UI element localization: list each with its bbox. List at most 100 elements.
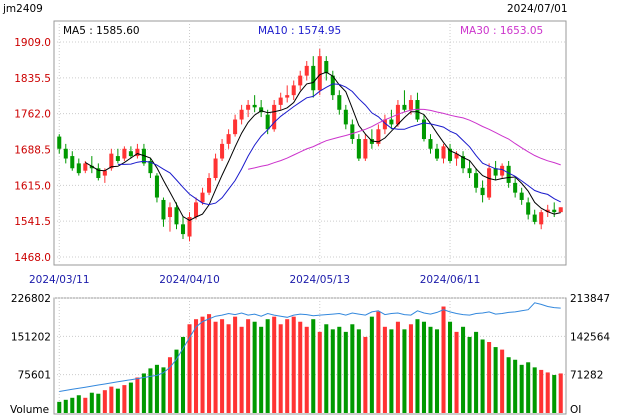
candle-up	[382, 119, 387, 130]
candle-down	[180, 224, 186, 235]
candle-up	[167, 207, 172, 218]
volume-bar-up	[200, 316, 205, 413]
volume-bar-down	[89, 392, 94, 413]
volume-bar-up	[226, 324, 231, 413]
volume-bar-up	[220, 319, 225, 413]
volume-bar-down	[343, 331, 348, 413]
ma30-label: MA30 : 1653.05	[460, 25, 543, 37]
candle-up	[213, 158, 218, 179]
volume-bar-down	[389, 329, 394, 413]
candle-down	[57, 136, 62, 149]
volume-bar-down	[421, 321, 426, 413]
volume-bar-down	[428, 326, 433, 413]
volume-bar-down	[128, 382, 133, 413]
price-tick-label: 1468.0	[14, 252, 51, 264]
volume-bar-down	[57, 401, 62, 413]
volume-bar-up	[272, 316, 277, 413]
date-tick-label: 2024/06/11	[420, 274, 481, 286]
candle-down	[519, 192, 524, 200]
candle-up	[454, 153, 459, 159]
candle-up	[83, 163, 88, 171]
candle-down	[337, 95, 342, 110]
candle-down	[389, 119, 394, 125]
volume-bar-down	[63, 399, 68, 413]
candle-up	[545, 209, 550, 213]
ma5-line	[85, 71, 561, 221]
price-tick-label: 1688.5	[14, 145, 51, 157]
volume-bar-up	[298, 321, 303, 413]
candle-down	[96, 168, 101, 179]
candle-up	[200, 192, 205, 203]
volume-bar-down	[448, 321, 453, 413]
volume-bars	[57, 306, 563, 413]
volume-bar-up	[395, 321, 400, 413]
price-gridlines	[54, 21, 566, 265]
volume-bar-up	[454, 331, 459, 413]
volume-bar-up	[109, 386, 114, 413]
volume-bar-down	[513, 359, 518, 413]
candle-up	[135, 148, 140, 157]
candle-up	[187, 217, 192, 237]
ma30-line	[248, 108, 561, 170]
volume-bar-down	[96, 393, 101, 413]
date-axis-labels: 2024/03/11 2024/04/10 2024/05/13 2024/06/11	[29, 274, 480, 286]
volume-bar-up	[363, 336, 368, 413]
candle-down	[154, 175, 159, 198]
candle-up	[298, 75, 303, 86]
candle-down	[448, 148, 453, 161]
volume-bar-down	[506, 357, 511, 413]
candle-up	[233, 119, 238, 135]
candle-down	[526, 202, 531, 215]
volume-bar-down	[369, 316, 374, 413]
volume-bar-up	[304, 326, 309, 413]
candle-down	[343, 109, 348, 125]
volume-bar-down	[532, 367, 537, 413]
candle-down	[461, 156, 466, 169]
volume-bar-up	[317, 331, 322, 413]
volume-bar-up	[545, 372, 550, 413]
candle-up	[500, 165, 505, 176]
date-tick-label: 2024/05/13	[290, 274, 351, 286]
candle-down	[552, 209, 557, 213]
candle-down	[421, 119, 426, 140]
price-tick-label: 1615.0	[14, 180, 51, 192]
candle-down	[356, 139, 361, 159]
candle-down	[259, 107, 264, 113]
volume-bar-up	[102, 390, 107, 413]
candle-up	[239, 109, 244, 120]
volume-bar-down	[330, 329, 335, 413]
oi-tick-label: 213847	[570, 293, 610, 305]
volume-bar-down	[265, 319, 270, 413]
volume-bar-down	[141, 373, 146, 413]
candle-down	[506, 165, 511, 183]
volume-bar-down	[161, 367, 166, 413]
price-y-ticks: 1909.0 1835.5 1762.0 1688.5 1615.0 1541.5 1468…	[14, 37, 51, 264]
volume-bar-down	[76, 395, 81, 413]
candle-down	[148, 160, 153, 174]
candle-down	[76, 163, 81, 174]
candle-down	[467, 168, 472, 174]
candle-down	[428, 139, 433, 149]
candle-up	[291, 85, 296, 96]
volume-bar-up	[246, 319, 251, 413]
date-tick-label: 2024/04/10	[159, 274, 220, 286]
volume-bar-down	[252, 321, 257, 413]
candle-up	[122, 148, 127, 159]
price-panel-frame	[53, 20, 567, 266]
open-interest-polyline	[59, 302, 561, 392]
candle-up	[102, 170, 107, 176]
candle-down	[115, 156, 120, 161]
volume-bar-down	[493, 347, 498, 413]
volume-bar-up	[278, 324, 283, 413]
candle-up	[539, 212, 544, 225]
candle-down	[161, 199, 166, 220]
candle-up	[408, 100, 413, 110]
header-date: 2024/07/01	[507, 3, 568, 15]
candle-up	[207, 178, 212, 193]
oi-tick-label: 71282	[570, 370, 603, 382]
open-interest-line	[59, 302, 561, 392]
volume-bar-up	[187, 324, 192, 413]
candle-down	[350, 124, 355, 140]
volume-tick-label: 151202	[11, 331, 51, 343]
